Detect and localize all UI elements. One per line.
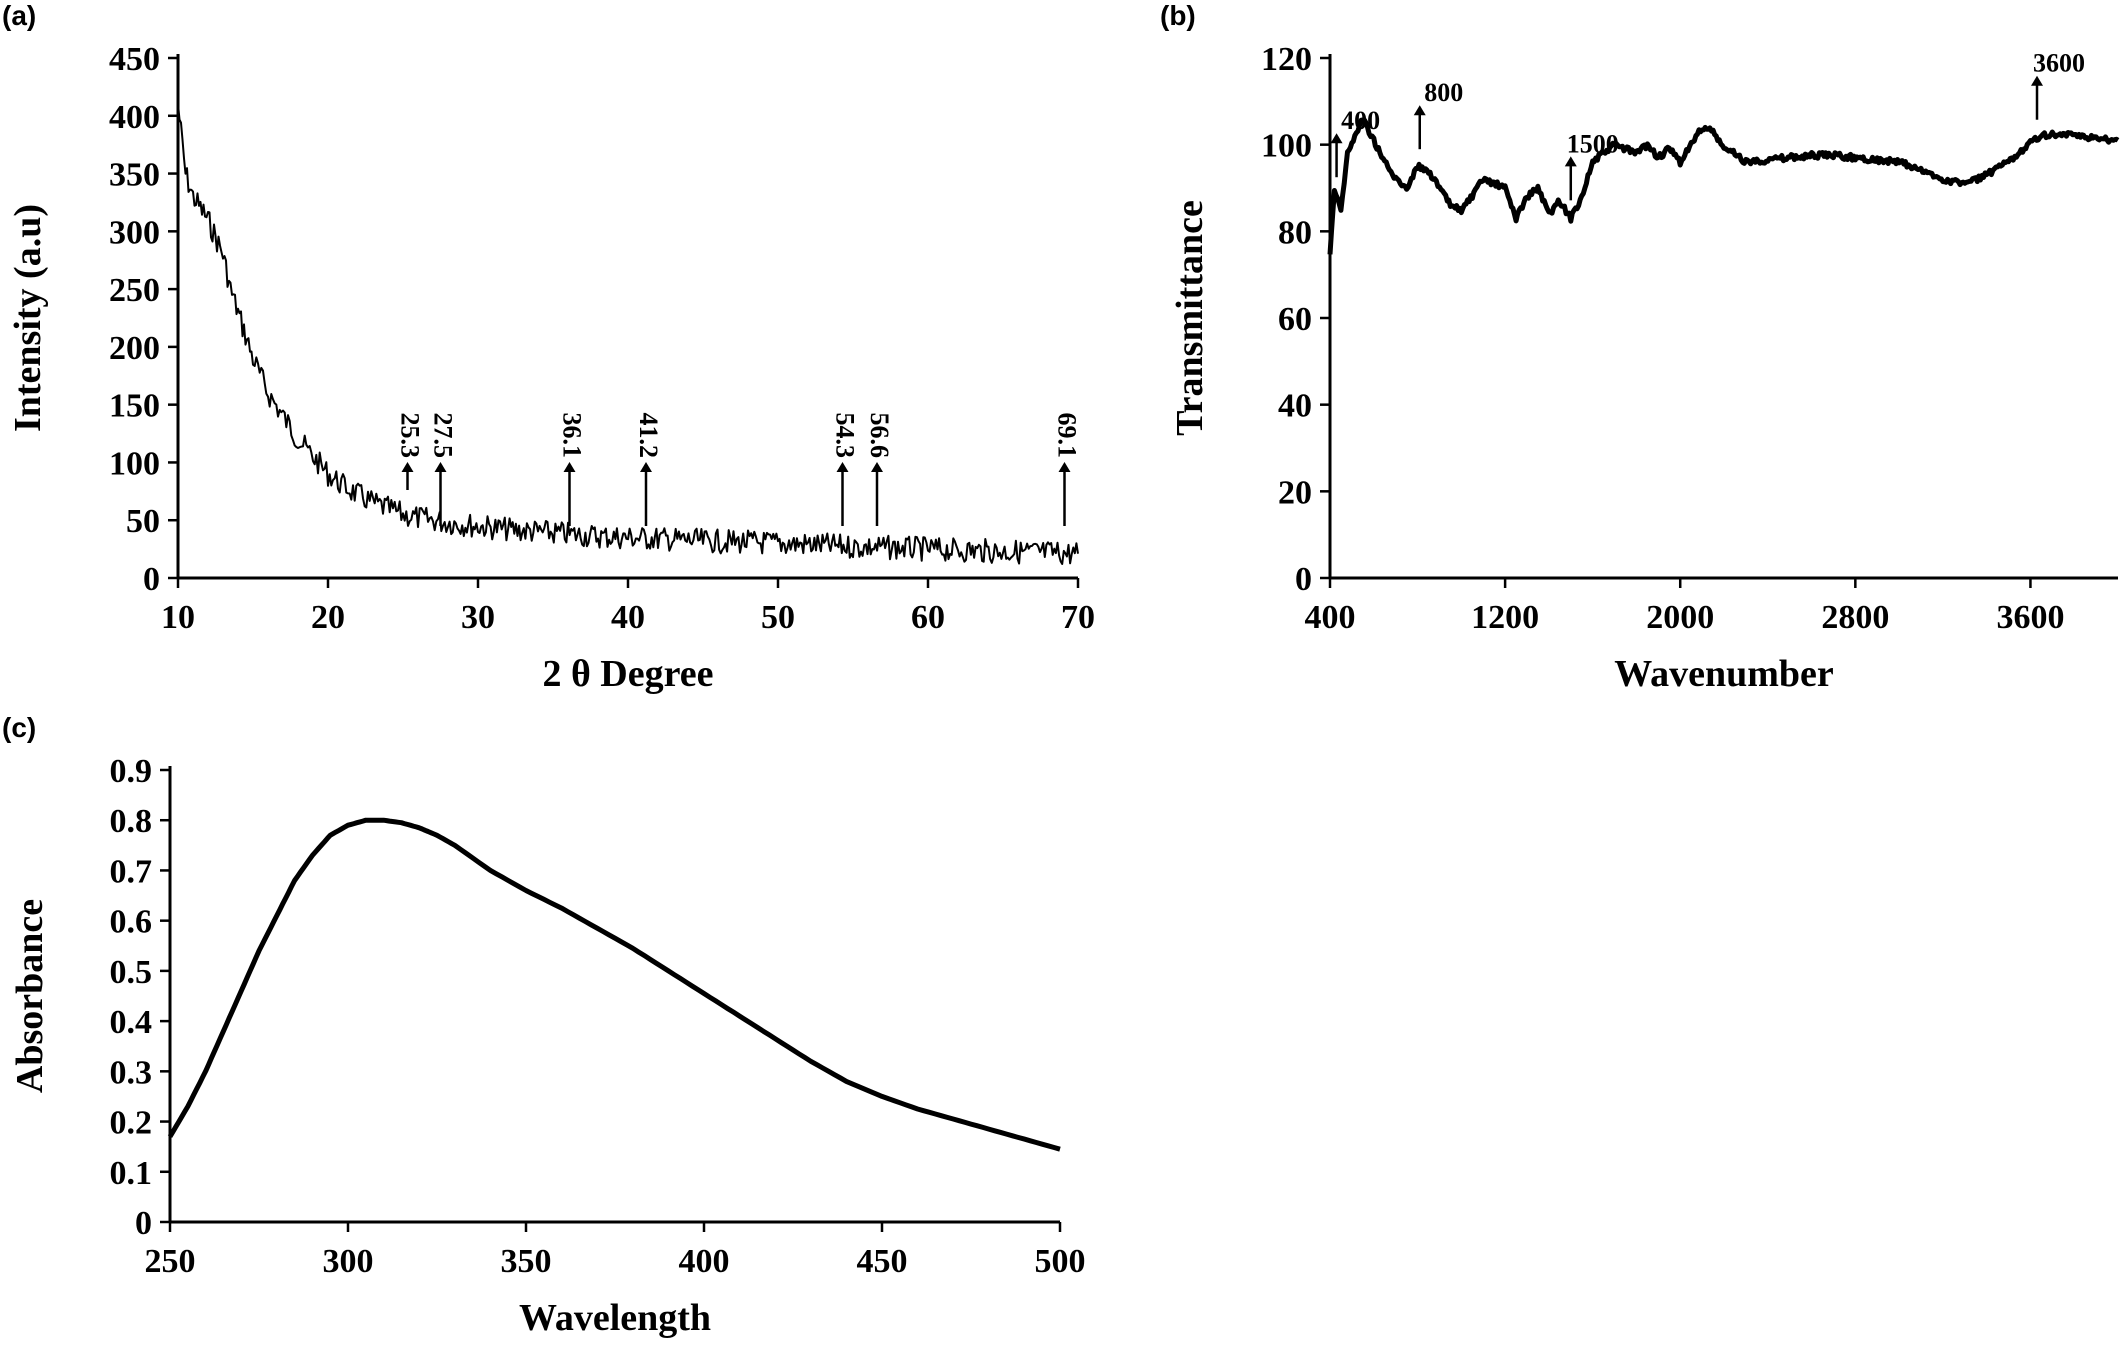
annotation-label: 25.3 — [396, 413, 425, 459]
annotation-label: 27.5 — [429, 413, 458, 459]
chart-c: 0 0.1 0.2 0.3 0.4 0.5 0.6 0.7 0.8 0.9 250 300 350 400… — [9, 753, 1086, 1339]
annotation-label: 69.1 — [1053, 413, 1082, 459]
x-tick-label: 50 — [761, 599, 795, 636]
series-line — [177, 103, 1079, 565]
y-tick-label: 300 — [109, 214, 160, 251]
x-tick-label: 1200 — [1471, 599, 1539, 636]
annotation-arrowhead — [2031, 75, 2044, 86]
y-tick-label: 0.5 — [110, 954, 153, 991]
y-tick-label: 0.4 — [110, 1004, 153, 1041]
x-tick-label: 250 — [145, 1243, 196, 1280]
panel-label-c: (c) — [2, 712, 37, 743]
y-tick-label: 0 — [143, 561, 160, 598]
y-tick-label: 350 — [109, 157, 160, 194]
y-tick-label: 20 — [1278, 474, 1312, 511]
y-tick-label: 150 — [109, 388, 160, 425]
y-tick-label: 400 — [109, 99, 160, 136]
series-line — [167, 817, 1061, 1152]
x-tick-label: 2000 — [1646, 599, 1714, 636]
x-tick-label: 3600 — [1996, 599, 2064, 636]
panel-label-b: (b) — [1160, 0, 1196, 31]
chart-a: 0 50 100 150 200 250 300 350 400 450 10 20 30 40 50 60 7… — [7, 41, 1095, 695]
annotation-label: 3600 — [2033, 49, 2085, 78]
x-tick-label: 500 — [1035, 1243, 1086, 1280]
y-axis-title: Intensity (a.u) — [7, 204, 49, 432]
y-tick-label: 0 — [135, 1205, 152, 1242]
x-tick-label: 40 — [611, 599, 645, 636]
y-tick-label: 50 — [126, 503, 160, 540]
x-tick-label: 400 — [1305, 599, 1356, 636]
annotation-arrowhead — [871, 462, 883, 472]
y-tick-label: 0 — [1295, 561, 1312, 598]
annotation-arrowhead — [434, 462, 447, 472]
y-tick-label: 120 — [1261, 41, 1312, 78]
annotation-arrowhead — [1058, 462, 1071, 472]
x-tick-label: 450 — [857, 1243, 908, 1280]
annotation-label: 400 — [1341, 106, 1380, 135]
x-tick-label: 350 — [501, 1243, 552, 1280]
annotation-label: 36.1 — [558, 413, 587, 459]
annotation-arrowhead — [1330, 133, 1343, 144]
annotation-arrowhead — [836, 462, 849, 472]
annotation-arrowhead — [401, 462, 414, 472]
annotation-arrowhead — [1564, 156, 1577, 167]
x-tick-label: 2800 — [1821, 599, 1889, 636]
x-axis-title: Wavelength — [519, 1297, 711, 1339]
x-tick-label: 30 — [461, 599, 495, 636]
annotation-label: 56.6 — [865, 413, 894, 459]
y-tick-label: 100 — [109, 445, 160, 482]
y-tick-label: 0.1 — [110, 1155, 153, 1192]
x-tick-label: 70 — [1061, 599, 1095, 636]
x-tick-label: 10 — [161, 599, 195, 636]
annotation-label: 54.3 — [831, 413, 860, 459]
y-tick-label: 200 — [109, 330, 160, 367]
y-tick-label: 0.2 — [110, 1105, 153, 1142]
y-tick-label: 40 — [1278, 388, 1312, 425]
y-tick-label: 100 — [1261, 128, 1312, 165]
y-tick-label: 80 — [1278, 214, 1312, 251]
annotation-label: 1500 — [1567, 129, 1619, 158]
y-tick-label: 0.7 — [110, 853, 153, 890]
x-tick-label: 300 — [323, 1243, 374, 1280]
annotation-arrowhead — [1413, 105, 1426, 116]
y-tick-label: 0.3 — [110, 1054, 153, 1091]
panel-label-a: (a) — [2, 0, 37, 31]
y-tick-label: 0.9 — [110, 753, 153, 790]
y-tick-label: 60 — [1278, 301, 1312, 338]
x-tick-label: 400 — [679, 1243, 730, 1280]
x-tick-label: 20 — [311, 599, 345, 636]
annotation-arrowhead — [563, 462, 576, 472]
annotation-label: 800 — [1424, 78, 1463, 107]
x-axis-title: 2 θ Degree — [542, 653, 713, 695]
y-tick-label: 450 — [109, 41, 160, 78]
y-tick-label: 0.6 — [110, 904, 153, 941]
y-axis-title: Absorbance — [9, 899, 51, 1093]
x-tick-label: 60 — [911, 599, 945, 636]
x-axis-title: Wavenumber — [1614, 653, 1834, 695]
annotation-arrowhead — [640, 462, 652, 472]
chart-b: 0 20 40 60 80 100 120 400 1200 2000 2800 3600 Wavenu… — [1169, 41, 2120, 695]
y-tick-label: 250 — [109, 272, 160, 309]
series-line — [1327, 117, 2120, 255]
annotation-label: 41.2 — [634, 413, 663, 459]
y-axis-title: Transmittance — [1169, 200, 1211, 436]
y-tick-label: 0.8 — [110, 803, 153, 840]
